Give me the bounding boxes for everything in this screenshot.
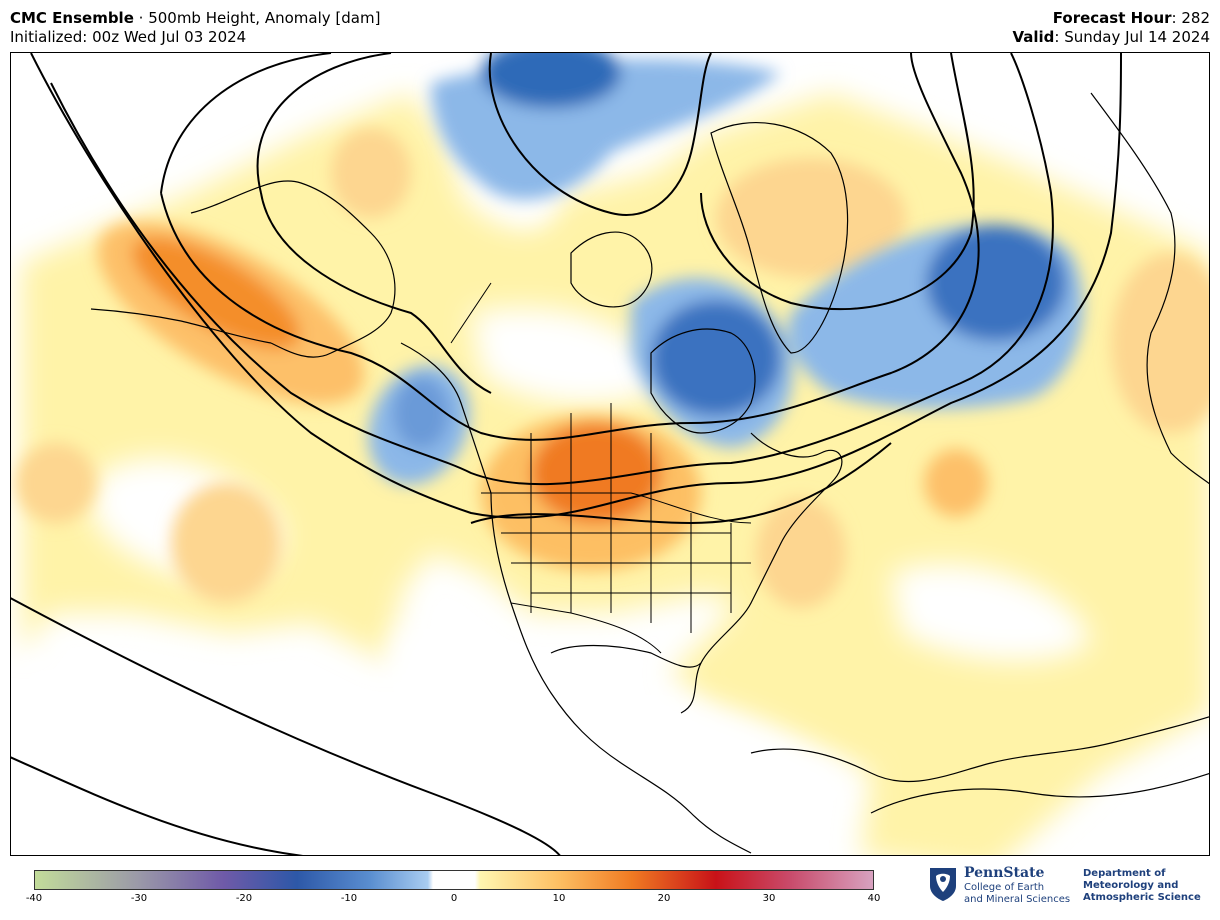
border-us-mexico	[510, 602, 662, 654]
colorbar-tick: 0	[450, 893, 458, 904]
border-alaska-canada	[450, 282, 492, 344]
political-borders	[450, 282, 752, 654]
contour-5820	[11, 756, 304, 855]
forecast-hour-label: Forecast Hour	[1052, 9, 1172, 27]
anomaly-north-atlantic	[924, 449, 988, 517]
forecast-hour: Forecast Hour: 282	[1053, 9, 1210, 28]
title-separator: ·	[133, 9, 149, 27]
height-contours	[11, 53, 1122, 855]
anomaly-east-coast	[756, 498, 846, 608]
contour-5460	[700, 53, 975, 311]
anomaly-alaska-north	[331, 128, 411, 218]
positive-core-layer	[16, 128, 1209, 608]
anomaly-map	[10, 52, 1210, 856]
init-time: Initialized: 00z Wed Jul 03 2024	[10, 28, 247, 46]
map-svg	[11, 53, 1209, 855]
coast-aleutians	[90, 308, 272, 344]
college-line-2: and Mineral Sciences	[964, 894, 1071, 905]
anomaly-arctic-trough-core	[481, 53, 621, 108]
contour-5640	[160, 53, 980, 441]
model-name: CMC Ensemble	[10, 9, 134, 27]
anomaly-alaska-gulf-core	[131, 237, 301, 349]
coast-south-america	[870, 773, 1209, 814]
anomaly-hudson-core	[651, 300, 781, 416]
colorbar-gradient	[34, 870, 874, 890]
forecast-hour-value: : 282	[1171, 9, 1210, 27]
contour-5520	[488, 53, 712, 216]
coast-arctic-islands	[570, 231, 653, 308]
colorbar-tick: -40	[25, 893, 43, 904]
neutral-canada	[471, 307, 671, 405]
border-us-canada	[481, 492, 752, 524]
chart-title: CMC Ensemble · 500mb Height, Anomaly [da…	[10, 9, 380, 28]
contour-5880	[11, 597, 561, 855]
coast-alaska	[190, 180, 396, 358]
coast-central-america	[750, 716, 1209, 783]
colorbar-tick: -10	[340, 893, 358, 904]
dept-line-3: Atmospheric Science	[1083, 892, 1201, 903]
valid-value: : Sunday Jul 14 2024	[1054, 28, 1210, 46]
colorbar-tick: 30	[762, 893, 776, 904]
contour-5580	[256, 53, 492, 394]
coast-east	[680, 432, 843, 714]
anomaly-hawaii-area	[171, 483, 281, 603]
coast-gulf	[550, 644, 702, 668]
colorbar-tick: -20	[235, 893, 253, 904]
border-provinces	[530, 403, 652, 503]
product-name: 500mb Height, Anomaly [dam]	[148, 9, 381, 27]
psu-shield-icon	[930, 868, 956, 901]
colorbar-tick: -30	[130, 893, 148, 904]
psu-logo[interactable]: PennState College of Earth and Mineral S…	[928, 864, 1213, 914]
negative-anomaly-layer	[368, 53, 1084, 485]
college-line-1: College of Earth	[964, 882, 1045, 893]
anomaly-pacific-nw-core	[393, 377, 449, 449]
neutral-atlantic	[891, 563, 1091, 662]
coast-hudson-bay	[650, 328, 756, 434]
colorbar-tick: 10	[552, 893, 566, 904]
anomaly-west-pacific	[16, 443, 96, 523]
coast-north-america-west	[400, 342, 752, 854]
neutral-caribbean	[607, 693, 851, 855]
coast-europe	[1090, 92, 1209, 485]
contour-5700	[50, 53, 1054, 486]
colorbar: -40 -30 -20 -10 0 10 20 30 40	[26, 870, 880, 904]
neutral-south-pacific	[21, 667, 431, 855]
neutral-east-pacific	[391, 627, 582, 833]
psu-name: PennState	[964, 865, 1045, 881]
dept-line-1: Department of	[1083, 868, 1166, 879]
border-states-2	[501, 532, 751, 594]
coast-greenland	[710, 122, 849, 354]
dept-line-2: Meteorology and	[1083, 880, 1179, 891]
valid-time: Valid: Sunday Jul 14 2024	[1012, 28, 1210, 47]
anomaly-greenland	[716, 158, 906, 278]
contour-5760	[30, 53, 1122, 519]
colorbar-tick: 40	[867, 893, 881, 904]
coastlines	[90, 92, 1209, 854]
valid-label: Valid	[1012, 28, 1055, 46]
anomaly-europe-edge	[1111, 253, 1209, 433]
colorbar-tick: 20	[657, 893, 671, 904]
